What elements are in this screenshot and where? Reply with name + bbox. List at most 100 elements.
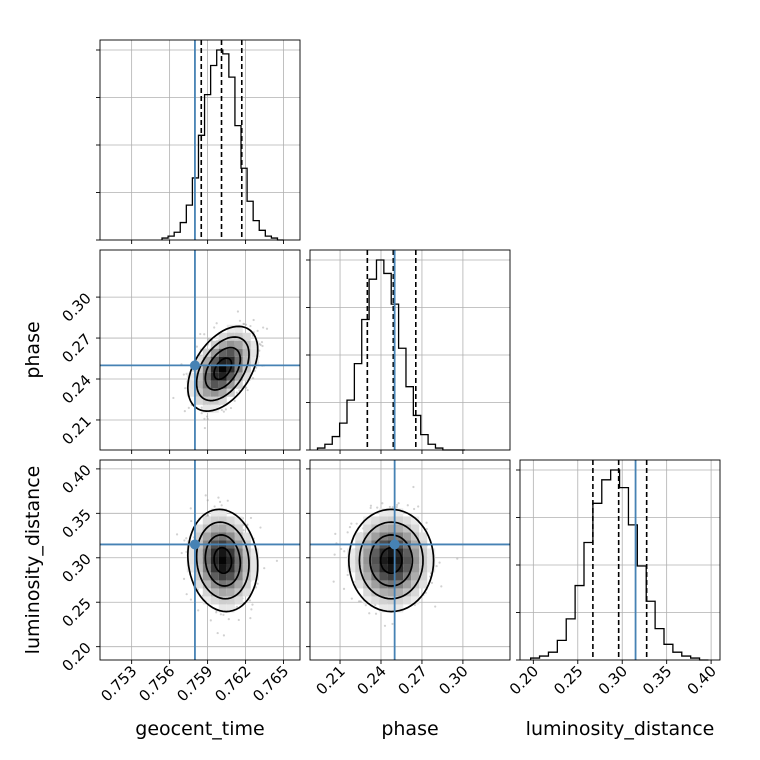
panel-geocent_time-vs-luminosity_distance-truth-point [189,539,200,550]
panel-phase-vs-luminosity_distance-point-459 [381,502,384,505]
panel-geocent_time-vs-luminosity_distance-point-460 [249,617,252,620]
panel-phase-vs-luminosity_distance-point-642 [438,561,441,564]
panel-phase-vs-luminosity_distance-cell--2--3 [371,532,380,541]
panel-phase-vs-luminosity_distance-cell-4-1 [419,564,428,573]
panel-geocent_time-vs-luminosity_distance-cell-0-6 [218,604,227,613]
panel-geocent_time-vs-luminosity_distance-point-458 [249,516,253,520]
panel-phase-vs-luminosity_distance-point-173 [391,506,394,509]
panel-geocent_time-vs-luminosity_distance-cell-0--4 [218,524,227,533]
x-axis-label-phase: phase [381,718,438,740]
panel-geocent_time-vs-phase-point-169 [243,322,246,326]
panel-phase-vs-luminosity_distance-point-368 [334,532,337,535]
x-tick-label-luminosity_distance-2: 0.30 [595,662,631,698]
panel-geocent_time-vs-phase-point-71 [238,389,241,392]
panel-phase-vs-luminosity_distance-point-391 [383,624,387,627]
panel-geocent_time-vs-luminosity_distance-point-158 [227,618,230,621]
panel-geocent_time-vs-phase-point-503 [187,406,190,409]
panel-geocent_time-vs-phase-cell-0--4 [218,332,227,341]
x-tick-label-luminosity_distance-0: 0.20 [506,662,542,698]
panel-geocent_time-vs-luminosity_distance-cell-2-0 [234,556,243,565]
y-tick-label-phase-1: 0.24 [58,371,94,407]
panel-phase-vs-luminosity_distance-cell--1-2 [379,572,388,581]
panel-geocent_time-vs-phase-point-343 [238,319,242,322]
panel-phase-vs-luminosity_distance-cell--4--3 [355,532,364,541]
x-tick-label-phase-3: 0.30 [435,662,471,698]
panel-phase-vs-luminosity_distance-cell--3--1 [363,548,372,557]
panel-geocent_time-vs-luminosity_distance-contour-0 [213,546,233,575]
panel-geocent_time-vs-phase-cell-1--5 [226,324,235,333]
panel-phase-vs-luminosity_distance-cell-3-2 [411,572,420,581]
panel-geocent_time-vs-luminosity_distance-point-45 [237,618,240,622]
panel-phase-vs-luminosity_distance-cell--2--5 [371,516,380,525]
x-tick-label-geocent_time-2: 0.759 [173,662,216,705]
panel-phase-vs-luminosity_distance-cell-2--4 [403,524,412,533]
panel-geocent_time-vs-phase-point-641 [213,326,216,329]
y-tick-label-luminosity_distance-2: 0.30 [58,550,94,586]
panel-phase-vs-luminosity_distance-point-562 [369,506,372,510]
panel-phase-vs-luminosity_distance-point-514 [357,600,361,603]
panel-geocent_time-vs-phase-point-455 [260,341,264,344]
panel-geocent_time-vs-phase-cell-2--5 [234,324,243,333]
panel-phase-vs-luminosity_distance-cell-2--1 [403,548,412,557]
panel-phase-vs-luminosity_distance-contour-0 [379,546,403,575]
panel-geocent_time-vs-phase-cell--3-4 [194,396,203,405]
panel-phase-vs-luminosity_distance-cell--3--5 [363,516,372,525]
panel-geocent_time-vs-luminosity_distance-cell-4-0 [250,556,259,565]
panel-phase-vs-luminosity_distance-cell-0--4 [387,524,396,533]
panel-geocent_time-vs-luminosity_distance-point-55 [242,529,245,532]
panel-geocent_time-vs-phase-point-305 [200,412,203,415]
y-tick-label-phase-2: 0.27 [58,330,94,366]
panel-geocent_time-vs-phase-cell--3--1 [194,356,203,365]
panel-geocent_time-vs-luminosity_distance-cell-3-0 [242,556,251,565]
x-tick-label-luminosity_distance-4: 0.40 [684,662,720,698]
y-axis-label-luminosity-distance: luminosity_distance [22,466,44,655]
panel-geocent_time-vs-phase-contour-1 [204,346,242,391]
panel-geocent_time-vs-phase-point-600 [206,417,209,421]
panel-geocent_time-vs-phase-cell-3-1 [242,372,251,381]
panel-geocent_time-vs-phase-point-578 [200,354,203,357]
panel-geocent_time-vs-phase-point-443 [215,322,218,325]
panel-phase-vs-luminosity_distance-cell--2-3 [371,580,380,589]
y-axis-label-phase: phase [22,321,44,378]
panel-geocent_time-vs-luminosity_distance-cell--1-3 [210,580,219,589]
panel-phase-vs-luminosity_distance-cell-0-3 [387,580,396,589]
panel-geocent_time-vs-luminosity_distance-point-361 [190,519,193,523]
panel-geocent_time-vs-phase-cell-3--4 [242,332,251,341]
panel-geocent_time-vs-phase: 0.21 0.24 0.27 0.30 [58,249,301,454]
panel-phase-vs-luminosity_distance-frame [309,459,511,661]
panel-geocent_time-vs-phase-cell--1--3 [210,340,219,349]
panel-geocent_time-vs-luminosity_distance-cell-3--3 [242,532,251,541]
x-axis-label-geocent-time: geocent_time [135,718,264,740]
panel-phase-vs-luminosity_distance-point-611 [342,587,346,590]
panel-phase-vs-luminosity_distance-cell-0--3 [387,532,396,541]
panel-phase-vs-luminosity_distance-cell--5-1 [347,564,356,573]
panel-phase-vs-luminosity_distance-cell--1-0 [379,556,388,565]
panel-geocent_time-vs-phase-point-492 [203,417,206,420]
panel-geocent_time-vs-luminosity_distance-cell-1-5 [226,596,235,605]
hist-panel-phase [306,249,511,454]
panel-geocent_time-vs-luminosity_distance-cell--3-3 [194,580,203,589]
panel-geocent_time-vs-luminosity_distance-point-326 [226,499,229,502]
panel-geocent_time-vs-phase-cell--4-3 [186,388,195,397]
panel-phase-vs-luminosity_distance: 0.21 0.24 0.27 0.30 [306,459,511,698]
panel-geocent_time-vs-phase-cell-0-1 [218,372,227,381]
panel-phase-vs-luminosity_distance-cell--3-4 [363,588,372,597]
x-tick-label-geocent_time-4: 0.765 [249,662,292,705]
panel-geocent_time-vs-luminosity_distance-cell--2--1 [202,548,211,557]
panel-geocent_time-vs-phase-point-415 [265,327,269,330]
panel-phase-vs-luminosity_distance-cell-3--5 [411,516,420,525]
x-tick-label-phase-1: 0.24 [353,662,389,698]
y-tick-label-phase-3: 0.30 [58,289,94,325]
panel-phase-vs-luminosity_distance-cell-1--6 [395,508,404,517]
panel-geocent_time-vs-luminosity_distance-point-583 [275,559,279,562]
panel-geocent_time-vs-luminosity_distance-contour-1 [204,534,242,587]
panel-geocent_time-vs-phase-cell-0-3 [218,388,227,397]
panel-geocent_time-vs-phase-cell--3-2 [194,380,203,389]
panel-phase-vs-luminosity_distance-point-557 [391,622,394,626]
panel-geocent_time-vs-phase-cell-0-0 [218,364,227,373]
panel-geocent_time-vs-phase-point-51 [242,322,245,325]
panel-geocent_time-vs-luminosity_distance-cell-0-1 [218,564,227,573]
panel-phase-vs-luminosity_distance-cell--4-1 [355,564,364,573]
panel-geocent_time-vs-luminosity_distance-cell-3--1 [242,548,251,557]
panel-phase-vs-luminosity_distance-point-292 [397,502,400,505]
